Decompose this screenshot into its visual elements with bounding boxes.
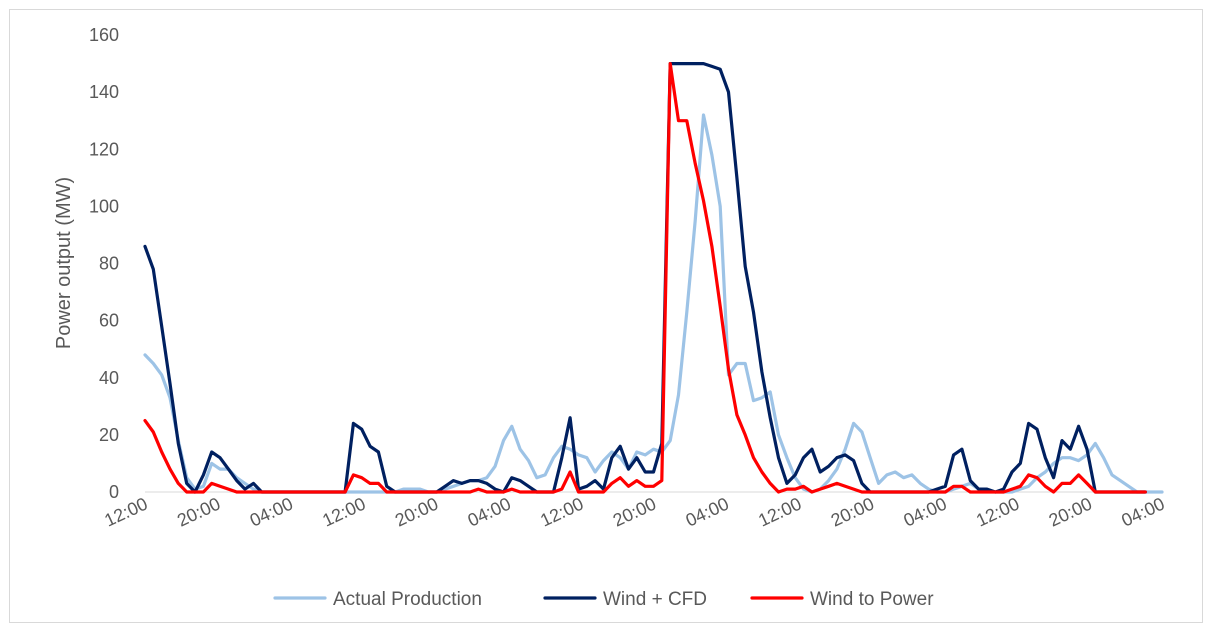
x-tick-label: 20:00 <box>828 493 877 530</box>
y-tick-label: 60 <box>99 311 119 331</box>
y-tick-label: 120 <box>89 139 119 159</box>
x-axis: 12:00 20:00 04:00 12:00 20:00 04:00 12:00 20:00… <box>101 491 1168 531</box>
chart-frame <box>9 9 1203 623</box>
y-tick-label: 100 <box>89 196 119 216</box>
series-layer <box>143 62 1164 494</box>
x-tick-label: 20:00 <box>1046 493 1095 530</box>
x-tick-label: 04:00 <box>465 493 514 530</box>
x-tick-label: 12:00 <box>319 493 368 530</box>
series-line-3 <box>143 62 1147 494</box>
y-tick-label: 160 <box>89 25 119 45</box>
legend-label-3: Wind to Power <box>810 589 934 610</box>
x-tick-label: 20:00 <box>174 493 223 530</box>
y-tick-label: 0 <box>109 482 119 502</box>
x-tick-label: 04:00 <box>683 493 732 530</box>
y-tick-label: 80 <box>99 254 119 274</box>
legend-label-2: Wind + CFD <box>603 589 707 610</box>
series-line-2 <box>143 62 1147 494</box>
x-tick-label: 12:00 <box>973 493 1022 530</box>
x-tick-label: 12:00 <box>755 493 804 530</box>
y-axis-title: Power output (MW) <box>53 177 75 349</box>
x-tick-label: 20:00 <box>392 493 441 530</box>
y-tick-label: 40 <box>99 368 119 388</box>
x-tick-label: 12:00 <box>537 493 586 530</box>
x-tick-label: 20:00 <box>610 493 659 530</box>
x-tick-label: 04:00 <box>1118 493 1167 530</box>
x-tick-label: 04:00 <box>900 493 949 530</box>
y-axis-ticks: 0 20 40 60 80 100 120 140 160 <box>89 25 119 502</box>
legend: Actual Production Wind + CFD Wind to Power <box>273 589 934 610</box>
x-tick-label: 04:00 <box>247 493 296 530</box>
series-line-1 <box>143 113 1164 494</box>
y-tick-label: 140 <box>89 82 119 102</box>
legend-label-1: Actual Production <box>333 589 482 610</box>
y-tick-label: 20 <box>99 425 119 445</box>
